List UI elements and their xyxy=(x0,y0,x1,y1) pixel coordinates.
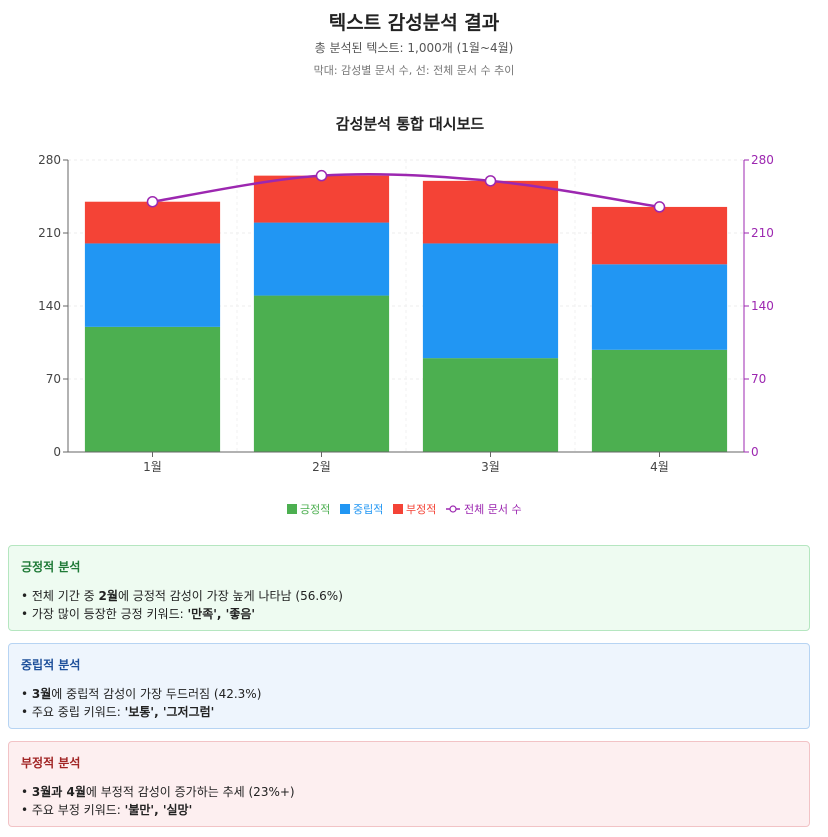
bar-negative-2 xyxy=(253,175,390,223)
positive-panel-title: 긍정적 분석 xyxy=(21,560,81,574)
neutral-panel-title: 중립적 분석 xyxy=(21,658,81,672)
negative-line-1: • 3월과 4월에 부정적 감성이 증가하는 추세 (23%+) xyxy=(21,783,797,801)
legend-label-neutral: 중립적 xyxy=(353,503,383,516)
bar-neutral-1 xyxy=(84,243,221,327)
legend-swatch-neutral xyxy=(340,504,350,514)
bar-neutral-2 xyxy=(253,222,390,296)
bar-positive-1 xyxy=(84,326,221,452)
page-title: 텍스트 감성분석 결과 xyxy=(328,12,500,34)
negative-keywords: '불만', '실망' xyxy=(124,803,193,817)
total-documents-line xyxy=(152,172,660,209)
total-documents-point-2 xyxy=(315,169,328,182)
bar-neutral-3 xyxy=(422,243,559,359)
neutral-line-2-pre: • 주요 중립 키워드: xyxy=(21,705,125,719)
positive-line-1-rest: 에 긍정적 감성이 가장 높게 나타남 (56.6%) xyxy=(117,589,343,603)
y-tick-label-right: 70 xyxy=(751,372,766,386)
bar-negative-1 xyxy=(84,201,221,244)
legend-swatch-negative xyxy=(393,504,403,514)
neutral-line-1-bold: 3월 xyxy=(31,687,52,701)
total-documents-point-1 xyxy=(146,195,159,208)
bar-positive-2 xyxy=(253,295,390,452)
negative-line-1-pre: • xyxy=(21,785,32,799)
positive-line-1-pre: • 전체 기간 중 xyxy=(21,589,99,603)
positive-line-2-pre: • 가장 많이 등장한 긍정 키워드: xyxy=(21,607,188,621)
positive-keywords: '만족', '좋음' xyxy=(187,607,256,621)
y-tick-label-right: 210 xyxy=(751,226,774,240)
y-tick-label-right: 0 xyxy=(751,445,759,459)
x-tick-label: 2월 xyxy=(312,460,331,474)
page-subtitle: 총 분석된 텍스트: 1,000개 (1월~4월) xyxy=(314,41,514,55)
negative-panel-title: 부정적 분석 xyxy=(21,756,81,770)
sentiment-chart: 감성분석 통합 대시보드 0 70 140 210 280 0 70 140 210 280 1월 2월… xyxy=(38,115,774,516)
negative-line-2: • 주요 부정 키워드: '불만', '실망' xyxy=(21,801,797,819)
bar-negative-3 xyxy=(422,180,559,244)
x-tick-label: 1월 xyxy=(143,460,162,474)
chart-title: 감성분석 통합 대시보드 xyxy=(336,115,485,133)
neutral-line-1-rest: 에 중립적 감성이 가장 두드러짐 (42.3%) xyxy=(51,687,262,701)
neutral-line-1: • 3월에 중립적 감성이 가장 두드러짐 (42.3%) xyxy=(21,685,797,703)
y-tick-label-right: 140 xyxy=(751,299,774,313)
legend-marker-total xyxy=(449,505,457,513)
neutral-keywords: '보통', '그저그럼' xyxy=(124,705,215,719)
negative-analysis-panel: 부정적 분석 • 3월과 4월에 부정적 감성이 증가하는 추세 (23%+) … xyxy=(8,741,810,827)
bar-negative-4 xyxy=(591,206,728,265)
y-tick-label-left: 210 xyxy=(38,226,61,240)
bar-positive-4 xyxy=(591,349,728,452)
negative-line-2-pre: • 주요 부정 키워드: xyxy=(21,803,125,817)
bar-positive-3 xyxy=(422,358,559,452)
legend-label-positive: 긍정적 xyxy=(300,503,330,516)
total-documents-point-3 xyxy=(484,175,497,187)
positive-line-2: • 가장 많이 등장한 긍정 키워드: '만족', '좋음' xyxy=(21,605,797,623)
x-tick-label: 3월 xyxy=(481,460,500,474)
bar-neutral-4 xyxy=(591,264,728,350)
legend-label-total: 전체 문서 수 xyxy=(464,503,522,516)
neutral-line-2: • 주요 중립 키워드: '보통', '그저그럼' xyxy=(21,703,797,721)
neutral-line-1-pre: • xyxy=(21,687,32,701)
negative-line-1-bold: 3월과 4월 xyxy=(31,785,86,799)
x-tick-label: 4월 xyxy=(650,460,669,474)
y-tick-label-left: 0 xyxy=(53,445,61,459)
legend-label-negative: 부정적 xyxy=(406,503,436,516)
total-documents-point-4 xyxy=(653,201,666,213)
y-tick-label-left: 70 xyxy=(46,372,61,386)
y-tick-label-left: 140 xyxy=(38,299,61,313)
chart-note: 막대: 감성별 문서 수, 선: 전체 문서 수 추이 xyxy=(313,64,515,77)
negative-line-1-rest: 에 부정적 감성이 증가하는 추세 (23%+) xyxy=(85,785,295,799)
positive-line-1-bold: 2월 xyxy=(98,589,118,603)
neutral-analysis-panel: 중립적 분석 • 3월에 중립적 감성이 가장 두드러짐 (42.3%) • 주… xyxy=(8,643,810,729)
positive-analysis-panel: 긍정적 분석 • 전체 기간 중 2월에 긍정적 감성이 가장 높게 나타남 (… xyxy=(8,545,810,631)
positive-line-1: • 전체 기간 중 2월에 긍정적 감성이 가장 높게 나타남 (56.6%) xyxy=(21,587,797,605)
legend-swatch-positive xyxy=(287,504,297,514)
y-tick-label-left: 280 xyxy=(38,153,61,167)
y-tick-label-right: 280 xyxy=(751,153,774,167)
